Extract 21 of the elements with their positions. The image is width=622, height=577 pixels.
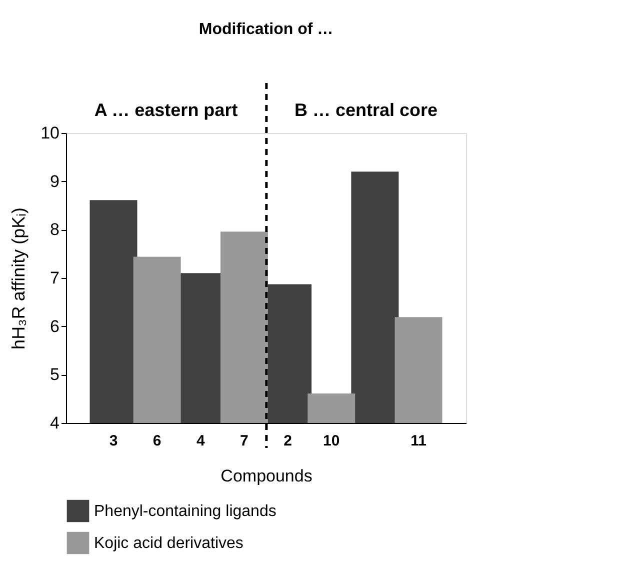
- x-tick-label: 4: [196, 432, 206, 450]
- chart-title: Modification of …: [198, 20, 334, 38]
- x-tick-label: 6: [152, 432, 162, 450]
- y-tick-label: 9: [50, 172, 60, 191]
- y-tick-label: 8: [50, 220, 60, 240]
- x-tick-label: 10: [323, 432, 340, 450]
- x-tick-label: 7: [240, 432, 248, 450]
- y-tick-label: 6: [50, 316, 60, 336]
- y-tick-label: 10: [40, 124, 60, 142]
- x-tick-label: 2: [284, 432, 292, 450]
- y-axis-title: hH₃R affinity (pKᵢ): [8, 208, 29, 350]
- y-tick-label: 5: [50, 365, 60, 384]
- x-tick-label: 3: [109, 432, 118, 450]
- y-tick-label: 7: [50, 268, 60, 288]
- legend-label: Kojic acid derivatives: [94, 535, 244, 552]
- text: A … eastern part: [94, 100, 238, 120]
- x-axis-title: Compounds: [220, 466, 312, 486]
- x-tick-label: 11: [410, 432, 426, 450]
- text: B … central core: [294, 100, 438, 120]
- y-tick-label: 4: [50, 414, 60, 432]
- legend-label: Phenyl-containing ligands: [94, 503, 276, 520]
